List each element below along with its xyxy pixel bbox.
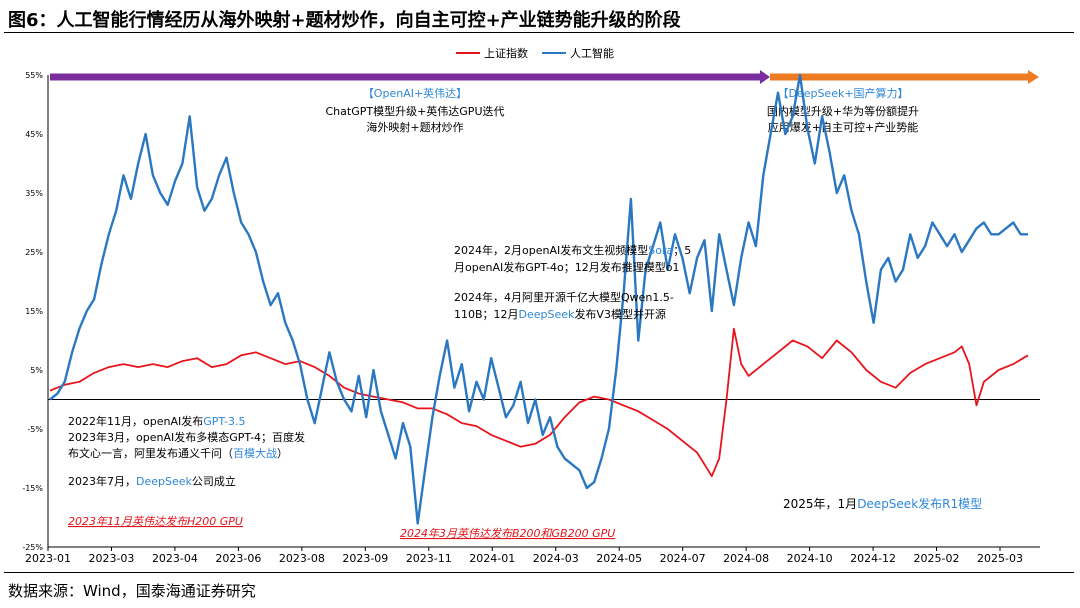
event-2024-line1: 2024年，2月openAI发布文生视频模型Sora；5 bbox=[454, 243, 691, 257]
x-tick-label: 2023-04 bbox=[152, 552, 198, 565]
figure-title: 图6：人工智能行情经历从海外映射+题材炒作，向自主可控+产业链势能升级的阶段 bbox=[8, 10, 681, 31]
y-tick-label: -15% bbox=[22, 484, 43, 493]
y-tick-label: 35% bbox=[25, 189, 43, 198]
x-tick-labels: 2023-01 2023-03 2023-04 2023-06 2023-08 2023-… bbox=[25, 547, 1023, 565]
x-tick-label: 2024-03 bbox=[533, 552, 579, 565]
x-tick-label: 2024-08 bbox=[723, 552, 769, 565]
event-2023-3-line1: 2023年3月，openAI发布多模态GPT-4；百度发 bbox=[68, 430, 305, 444]
x-tick-label: 2023-01 bbox=[25, 552, 71, 565]
series-line-ai bbox=[49, 73, 1028, 525]
phase1-line2: 海外映射+题材炒作 bbox=[366, 120, 463, 134]
event-annotations: 2024年，2月openAI发布文生视频模型Sora；5 月openAI发布GP… bbox=[68, 243, 982, 540]
series-line-sse bbox=[49, 327, 1029, 478]
phase1-arrowhead bbox=[760, 70, 770, 84]
y-tick-label: -25% bbox=[22, 543, 43, 552]
phase2-arrowhead bbox=[1028, 70, 1039, 84]
source-rule bbox=[4, 572, 1074, 573]
phase2-line1: 国内模型升级+华为等份额提升 bbox=[767, 104, 919, 118]
y-tick-label: -5% bbox=[27, 425, 43, 434]
legend-label-sse: 上证指数 bbox=[484, 46, 528, 60]
y-tick-label: 55% bbox=[25, 71, 43, 80]
event-2025-1-r1: 2025年，1月DeepSeek发布R1模型 bbox=[783, 496, 982, 511]
x-tick-label: 2024-10 bbox=[787, 552, 833, 565]
event-2023-7: 2023年7月，DeepSeek公司成立 bbox=[68, 474, 236, 488]
legend: 上证指数 人工智能 bbox=[456, 46, 614, 60]
phase2-title: 【DeepSeek+国产算力】 bbox=[777, 86, 908, 100]
y-tick-label: 45% bbox=[25, 130, 43, 139]
phase1-title: 【OpenAI+英伟达】 bbox=[363, 86, 467, 100]
event-2023-11-h200: 2023年11月英伟达发布H200 GPU bbox=[68, 515, 243, 528]
event-2023-3-line2: 布文心一言，阿里发布通义千问（百模大战） bbox=[68, 446, 288, 460]
x-tick-label: 2025-02 bbox=[914, 552, 960, 565]
event-2024-line2: 月openAI发布GPT-4o；12月发布推理模型o1 bbox=[454, 260, 680, 274]
x-tick-label: 2023-06 bbox=[215, 552, 261, 565]
x-tick-label: 2024-05 bbox=[596, 552, 642, 565]
event-2024-line4: 110B；12月DeepSeek发布V3模型并开源 bbox=[454, 307, 666, 321]
x-tick-label: 2023-03 bbox=[88, 552, 134, 565]
x-tick-label: 2023-09 bbox=[342, 552, 388, 565]
x-tick-label: 2024-01 bbox=[469, 552, 515, 565]
x-tick-label: 2023-11 bbox=[406, 552, 452, 565]
x-tick-label: 2025-03 bbox=[977, 552, 1023, 565]
event-2024-line3: 2024年，4月阿里开源千亿大模型Qwen1.5- bbox=[454, 290, 674, 304]
x-tick-label: 2024-07 bbox=[660, 552, 706, 565]
y-tick-label: 5% bbox=[30, 366, 43, 375]
phase1-line1: ChatGPT模型升级+英伟达GPU迭代 bbox=[325, 104, 504, 118]
title-rule bbox=[4, 32, 1074, 33]
y-tick-label: 25% bbox=[25, 248, 43, 257]
source-note: 数据来源：Wind，国泰海通证券研究 bbox=[8, 582, 256, 600]
y-tick-label: 15% bbox=[25, 307, 43, 316]
x-tick-label: 2024-12 bbox=[850, 552, 896, 565]
legend-label-ai: 人工智能 bbox=[570, 46, 614, 60]
y-tick-labels: 55% 45% 35% 25% 15% 5% -5% -15% -25% bbox=[22, 71, 43, 552]
x-tick-label: 2023-08 bbox=[279, 552, 325, 565]
event-2022-11: 2022年11月，openAI发布GPT-3.5 bbox=[68, 414, 246, 428]
event-2024-3-b200: 2024年3月英伟达发布B200和GB200 GPU bbox=[400, 527, 615, 540]
phase2-line2: 应用爆发+自主可控+产业势能 bbox=[768, 120, 918, 134]
